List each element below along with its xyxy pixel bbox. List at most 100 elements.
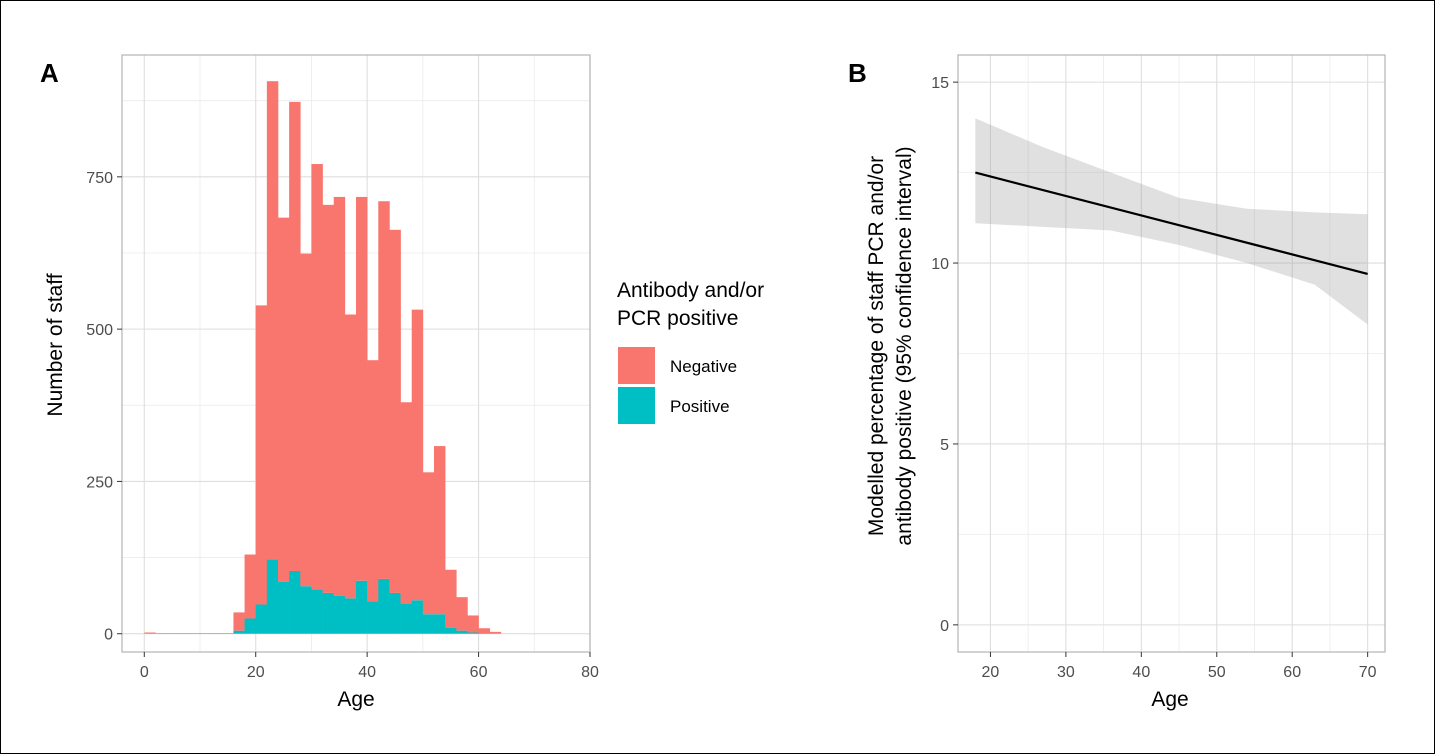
panel-a-x-tick-label: 20 [247,664,265,681]
legend-title-line1: Antibody and/or [617,279,764,302]
panel-a-x-tick-label: 0 [140,664,149,681]
bar-negative [333,196,346,596]
bar-negative [322,204,335,593]
bar-positive [434,614,446,634]
bar-negative [200,633,212,634]
bar-positive [422,614,435,634]
bar-negative [188,633,201,634]
panel-b-label: B [848,58,867,88]
legend-label-positive: Positive [670,397,730,416]
bar-positive [278,581,290,634]
bar-negative [389,229,401,593]
fitted-line [975,171,1368,275]
bar-negative [478,628,491,634]
bar-positive [266,559,279,634]
bar-negative [467,615,479,633]
panel-b-y-axis-title-line2: antibody positive (95% confidence interv… [893,146,916,545]
panel-b-y-tick-label: 10 [931,256,949,273]
bar-negative [434,446,446,615]
panel-b-x-tick-label: 20 [982,664,1000,681]
bar-positive [389,592,401,634]
panel-a-y-tick-label: 250 [86,474,113,491]
legend-label-negative: Negative [670,357,737,376]
panel-b-y-tick-label: 5 [940,437,949,454]
bar-positive [344,598,357,634]
bar-positive [255,604,268,634]
bar-negative [289,101,301,571]
panel-a-y-axis-title: Number of staff [44,273,67,416]
bar-negative [222,633,234,634]
bar-positive [411,600,424,634]
panel-a-y-ticks: 0 250 500 750 [86,170,122,644]
panel-b-grid [958,55,1385,652]
bar-positive [289,570,301,634]
bar-positive [300,586,312,634]
panel-a-y-tick-label: 750 [86,170,113,187]
panel-b-x-tick-label: 40 [1132,664,1150,681]
panel-b-x-axis-title: Age [1151,688,1188,711]
panel-b-y-tick-label: 0 [940,618,949,635]
panel-b-x-ticks: 20 30 40 50 60 70 [982,652,1377,681]
bar-positive [356,580,368,634]
bar-negative [422,472,435,615]
bar-negative [278,217,290,582]
bar-negative [255,305,268,605]
panel-a-x-ticks: 0 20 40 60 80 [140,652,599,681]
bar-positive [333,595,346,634]
panel-a-x-tick-label: 80 [581,664,599,681]
bar-negative [456,597,468,631]
confidence-band [975,118,1368,325]
panel-b-x-tick-label: 50 [1208,664,1226,681]
panel-a-x-tick-label: 40 [358,664,376,681]
bar-negative [311,164,323,590]
panel-b-x-tick-label: 60 [1283,664,1301,681]
bar-negative [233,612,245,631]
bar-negative [356,196,368,581]
bar-negative [244,554,257,619]
bar-positive [467,632,479,634]
bar-negative [211,633,223,634]
bar-positive [400,603,413,634]
panel-b-y-tick-label: 15 [931,75,949,92]
panel-b-y-axis-title-line1: Modelled percentage of staff PCR and/or [865,156,888,536]
legend: Antibody and/or PCR positive Negative Po… [617,279,764,424]
bar-positive [311,589,323,634]
bar-negative [378,201,390,579]
legend-title-line2: PCR positive [617,307,738,330]
panel-a-label: A [40,58,59,88]
bar-positive [445,627,457,634]
bar-positive [478,633,491,634]
legend-key-negative [618,347,655,384]
panel-b-y-ticks: 0 5 10 15 [931,75,958,635]
panel-b-x-tick-label: 30 [1057,664,1075,681]
bar-positive [378,578,390,634]
bar-negative [445,569,457,628]
panel-a-y-tick-label: 0 [104,627,113,644]
bar-positive [244,618,257,634]
bar-negative [300,253,312,587]
bar-positive [322,592,335,634]
panel-a-x-tick-label: 60 [470,664,488,681]
bar-negative [411,309,424,601]
panel-a-bars [144,81,502,634]
bar-positive [367,601,379,634]
legend-key-positive [618,387,655,424]
panel-a-y-tick-label: 500 [86,322,113,339]
panel-a-border [121,54,591,653]
panel-a: A 0 20 40 60 80 0 250 500 750 Age Number of sta… [40,54,599,711]
bar-negative [177,633,190,634]
bar-negative [367,360,379,602]
bar-positive [456,630,468,634]
panel-b: B 20 30 40 50 60 70 0 5 10 15 Age Modelled perce… [848,54,1386,711]
bar-negative [144,632,156,634]
bar-positive [233,630,245,634]
panel-a-x-axis-title: Age [337,688,374,711]
bar-negative [166,633,179,634]
panel-b-x-tick-label: 70 [1359,664,1377,681]
panel-b-border [957,54,1386,653]
bar-negative [266,81,279,560]
bar-negative [489,631,502,634]
bar-negative [155,633,167,634]
